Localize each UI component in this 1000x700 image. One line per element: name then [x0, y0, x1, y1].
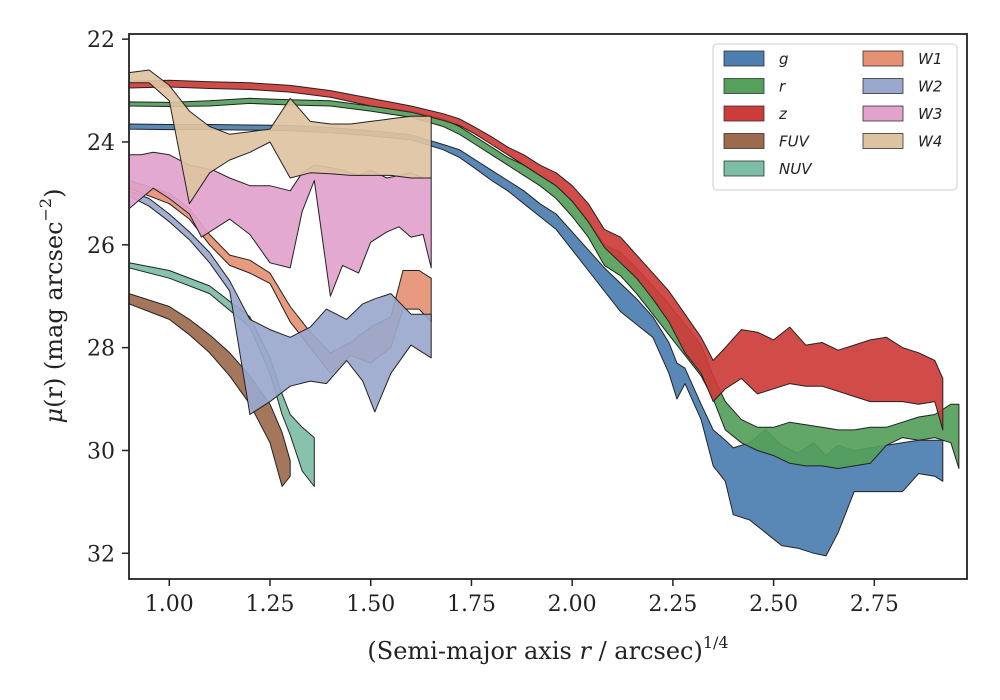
legend-swatch-nuv — [723, 160, 765, 177]
legend-swatch-w4 — [862, 133, 904, 149]
legend-swatch-z — [723, 105, 765, 122]
y-tick-label: 22 — [87, 28, 115, 53]
band-w2 — [129, 190, 432, 415]
legend-label-w3: W3 — [918, 105, 942, 123]
legend-label-fuv: FUV — [779, 133, 811, 151]
band-nuv — [129, 262, 315, 487]
legend-swatch-r — [723, 78, 765, 94]
series-layer — [129, 69, 960, 557]
band-w3 — [129, 151, 432, 297]
legend-swatch-w3 — [862, 105, 904, 122]
legend-swatch-fuv — [723, 133, 765, 149]
plot-frame — [128, 33, 968, 580]
legend-swatch-w2 — [862, 78, 904, 94]
x-tick-label: 1.00 — [145, 592, 194, 617]
legend-label-nuv: NUV — [779, 160, 813, 178]
legend: grz FUV NUV W1 W2 W3 W4 — [712, 43, 958, 191]
x-tick-label: 2.75 — [850, 592, 899, 617]
x-axis: 1.00 1.25 1.50 1.75 2.00 2.25 2.50 2.75 — [145, 579, 899, 617]
x-tick-label: 1.25 — [246, 592, 295, 617]
y-tick-label: 24 — [87, 131, 115, 156]
band-z — [129, 79, 944, 431]
y-axis-label: μ(r) (mag arcsec−2) — [36, 188, 68, 423]
y-axis: 22 24 26 28 30 32 — [87, 28, 129, 567]
y-tick-label: 30 — [87, 439, 115, 464]
x-tick-label: 2.50 — [749, 592, 798, 617]
legend-label-w2: W2 — [918, 78, 942, 96]
legend-label-w4: W4 — [918, 133, 942, 151]
legend-swatch-g — [723, 50, 765, 67]
legend-label-r: r — [779, 78, 786, 96]
legend-label-g: g — [779, 50, 789, 68]
x-tick-label: 1.50 — [346, 592, 395, 617]
legend-label-w1: W1 — [918, 50, 942, 68]
x-axis-label: (Semi-major axis r / arcsec)1/4 — [367, 633, 728, 665]
band-w4 — [129, 69, 432, 205]
x-tick-label: 1.75 — [447, 592, 496, 617]
y-tick-label: 26 — [87, 234, 115, 259]
legend-swatch-w1 — [862, 50, 904, 67]
x-tick-label: 2.00 — [548, 592, 597, 617]
band-g — [129, 123, 944, 557]
legend-label-z: z — [778, 105, 788, 123]
x-tick-label: 2.25 — [648, 592, 697, 617]
y-tick-label: 32 — [87, 542, 115, 567]
y-tick-label: 28 — [87, 337, 115, 362]
